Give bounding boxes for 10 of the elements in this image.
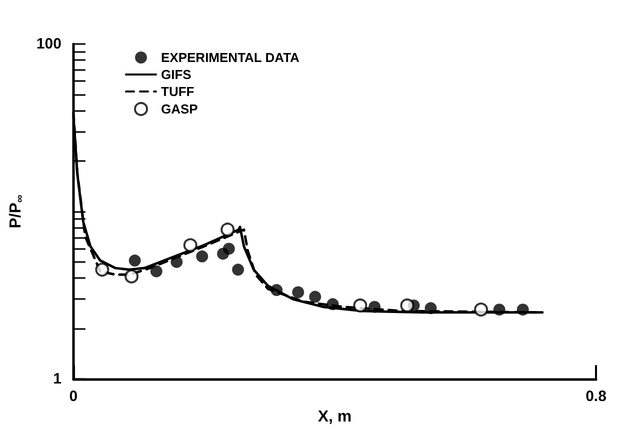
legend-label: EXPERIMENTAL DATA: [161, 50, 300, 65]
legend-label: GASP: [161, 102, 198, 116]
x-tick-label: 0: [69, 388, 78, 406]
legend-label: GIFS: [161, 67, 192, 82]
legend-label: TUFF: [161, 84, 194, 99]
y-axis-title: P/P∞: [8, 194, 26, 228]
x-axis-title: X, m: [318, 408, 352, 426]
y-tick-label: 100: [36, 36, 62, 52]
x-tick-label: 0.8: [586, 388, 606, 406]
y-tick-label: 1: [53, 370, 62, 388]
